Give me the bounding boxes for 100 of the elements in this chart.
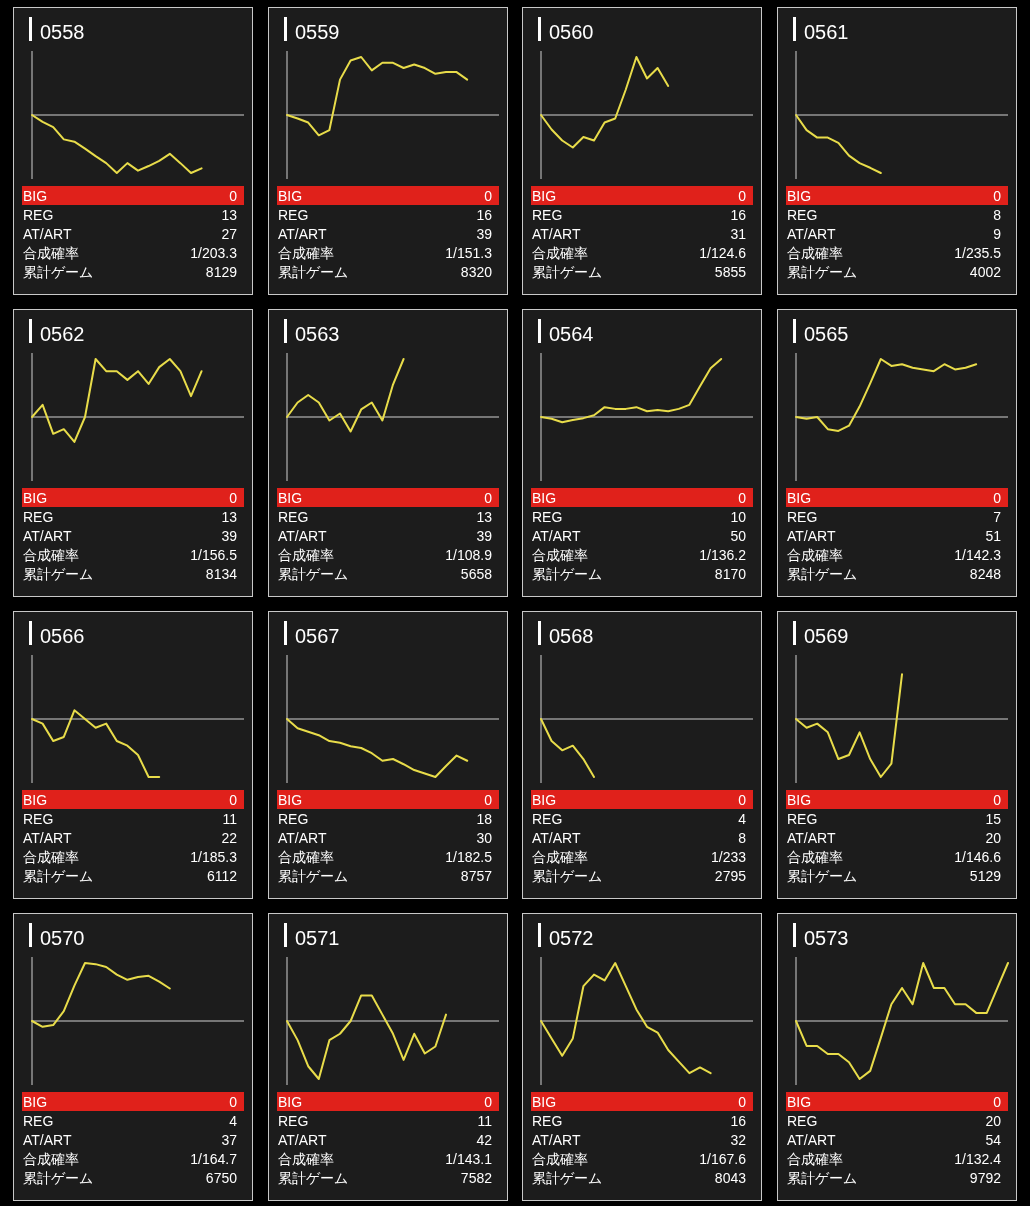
text: 13 [475, 509, 492, 525]
text: REG [23, 509, 54, 525]
text: 1/146.6 [953, 849, 1001, 865]
text: 合成確率 [786, 547, 843, 563]
text: BIG [532, 792, 557, 808]
text: 合成確率 [23, 245, 79, 261]
text: 51 [984, 528, 1001, 544]
text: BIG [23, 792, 48, 808]
text: 1/164.7 [190, 1151, 238, 1167]
text: 0 [229, 1094, 238, 1110]
text: 1/235.5 [953, 245, 1001, 261]
text: 30 [475, 830, 492, 846]
chart-title: 0560 [549, 21, 594, 43]
text: 22 [221, 830, 238, 846]
text: AT/ART [277, 226, 327, 242]
text: BIG [532, 188, 557, 204]
text: REG [23, 1113, 54, 1129]
text: 0 [992, 792, 1001, 808]
text: REG [786, 811, 817, 827]
text: 合成確率 [277, 245, 334, 261]
text: BIG [277, 792, 302, 808]
text: BIG [786, 1094, 811, 1110]
text: 42 [475, 1132, 492, 1148]
text: BIG [786, 188, 811, 204]
text: 16 [730, 1113, 747, 1129]
text: 累計ゲーム [277, 1170, 348, 1186]
text: REG [786, 1113, 817, 1129]
chart-title: 0573 [803, 927, 848, 949]
text: 1/142.3 [953, 547, 1001, 563]
chart-title: 0559 [294, 21, 339, 43]
text: AT/ART [786, 226, 836, 242]
text: AT/ART [532, 528, 581, 544]
text: 39 [221, 528, 238, 544]
text: 0 [229, 188, 238, 204]
text: 0 [483, 792, 492, 808]
text: 1/108.9 [444, 547, 492, 563]
text: REG [532, 1113, 563, 1129]
text: 31 [730, 226, 747, 242]
text: 合成確率 [23, 547, 79, 563]
text: 8248 [969, 566, 1001, 582]
text: 13 [221, 509, 238, 525]
text: BIG [277, 188, 302, 204]
text: 50 [730, 528, 747, 544]
text: 27 [221, 226, 238, 242]
text: 1/136.2 [699, 547, 747, 563]
text: REG [786, 207, 817, 223]
text: REG [786, 509, 817, 525]
text: 合成確率 [23, 1151, 79, 1167]
text: 累計ゲーム [786, 1170, 857, 1186]
text: 0 [738, 490, 747, 506]
text: AT/ART [23, 226, 72, 242]
text: 4 [229, 1113, 238, 1129]
text: 1/203.3 [190, 245, 238, 261]
text: 1/182.5 [444, 849, 492, 865]
text: 累計ゲーム [23, 264, 93, 280]
text: AT/ART [277, 1132, 327, 1148]
text: 8 [992, 207, 1001, 223]
text: 5658 [460, 566, 492, 582]
chart-title: 0568 [549, 625, 594, 647]
text: BIG [277, 490, 302, 506]
text: REG [277, 207, 308, 223]
text: BIG [23, 1094, 48, 1110]
text: 0 [483, 1094, 492, 1110]
text: 8757 [460, 868, 492, 884]
text: 2795 [714, 868, 747, 884]
text: 合成確率 [532, 849, 588, 865]
text: 合成確率 [532, 1151, 588, 1167]
text: 39 [475, 528, 492, 544]
text: 合成確率 [786, 1151, 843, 1167]
chart-title: 0565 [803, 323, 848, 345]
text: 5855 [714, 264, 747, 280]
text: 5129 [969, 868, 1001, 884]
text: 1/143.1 [444, 1151, 492, 1167]
chart-title: 0567 [294, 625, 339, 647]
text: 0 [992, 490, 1001, 506]
chart-title: 0569 [803, 625, 848, 647]
text: AT/ART [786, 830, 836, 846]
text: AT/ART [23, 1132, 72, 1148]
text: REG [23, 811, 54, 827]
text: 0 [738, 792, 747, 808]
text: AT/ART [277, 830, 327, 846]
chart-title: 0571 [294, 927, 339, 949]
text: 累計ゲーム [532, 566, 602, 582]
text: 6750 [205, 1170, 238, 1186]
text: 9792 [969, 1170, 1001, 1186]
text: 合成確率 [532, 547, 588, 563]
chart-title: 0562 [40, 323, 85, 345]
text: REG [532, 509, 563, 525]
text: 0 [992, 1094, 1001, 1110]
text: 合成確率 [23, 849, 79, 865]
text: 0 [483, 188, 492, 204]
text: 累計ゲーム [786, 566, 857, 582]
text: 1/151.3 [444, 245, 492, 261]
text: 18 [475, 811, 492, 827]
text: 1/132.4 [953, 1151, 1001, 1167]
text: 累計ゲーム [532, 264, 602, 280]
text: 0 [229, 490, 238, 506]
text: 20 [984, 1113, 1001, 1129]
chart-title: 0564 [549, 323, 594, 345]
text: 0 [483, 490, 492, 506]
